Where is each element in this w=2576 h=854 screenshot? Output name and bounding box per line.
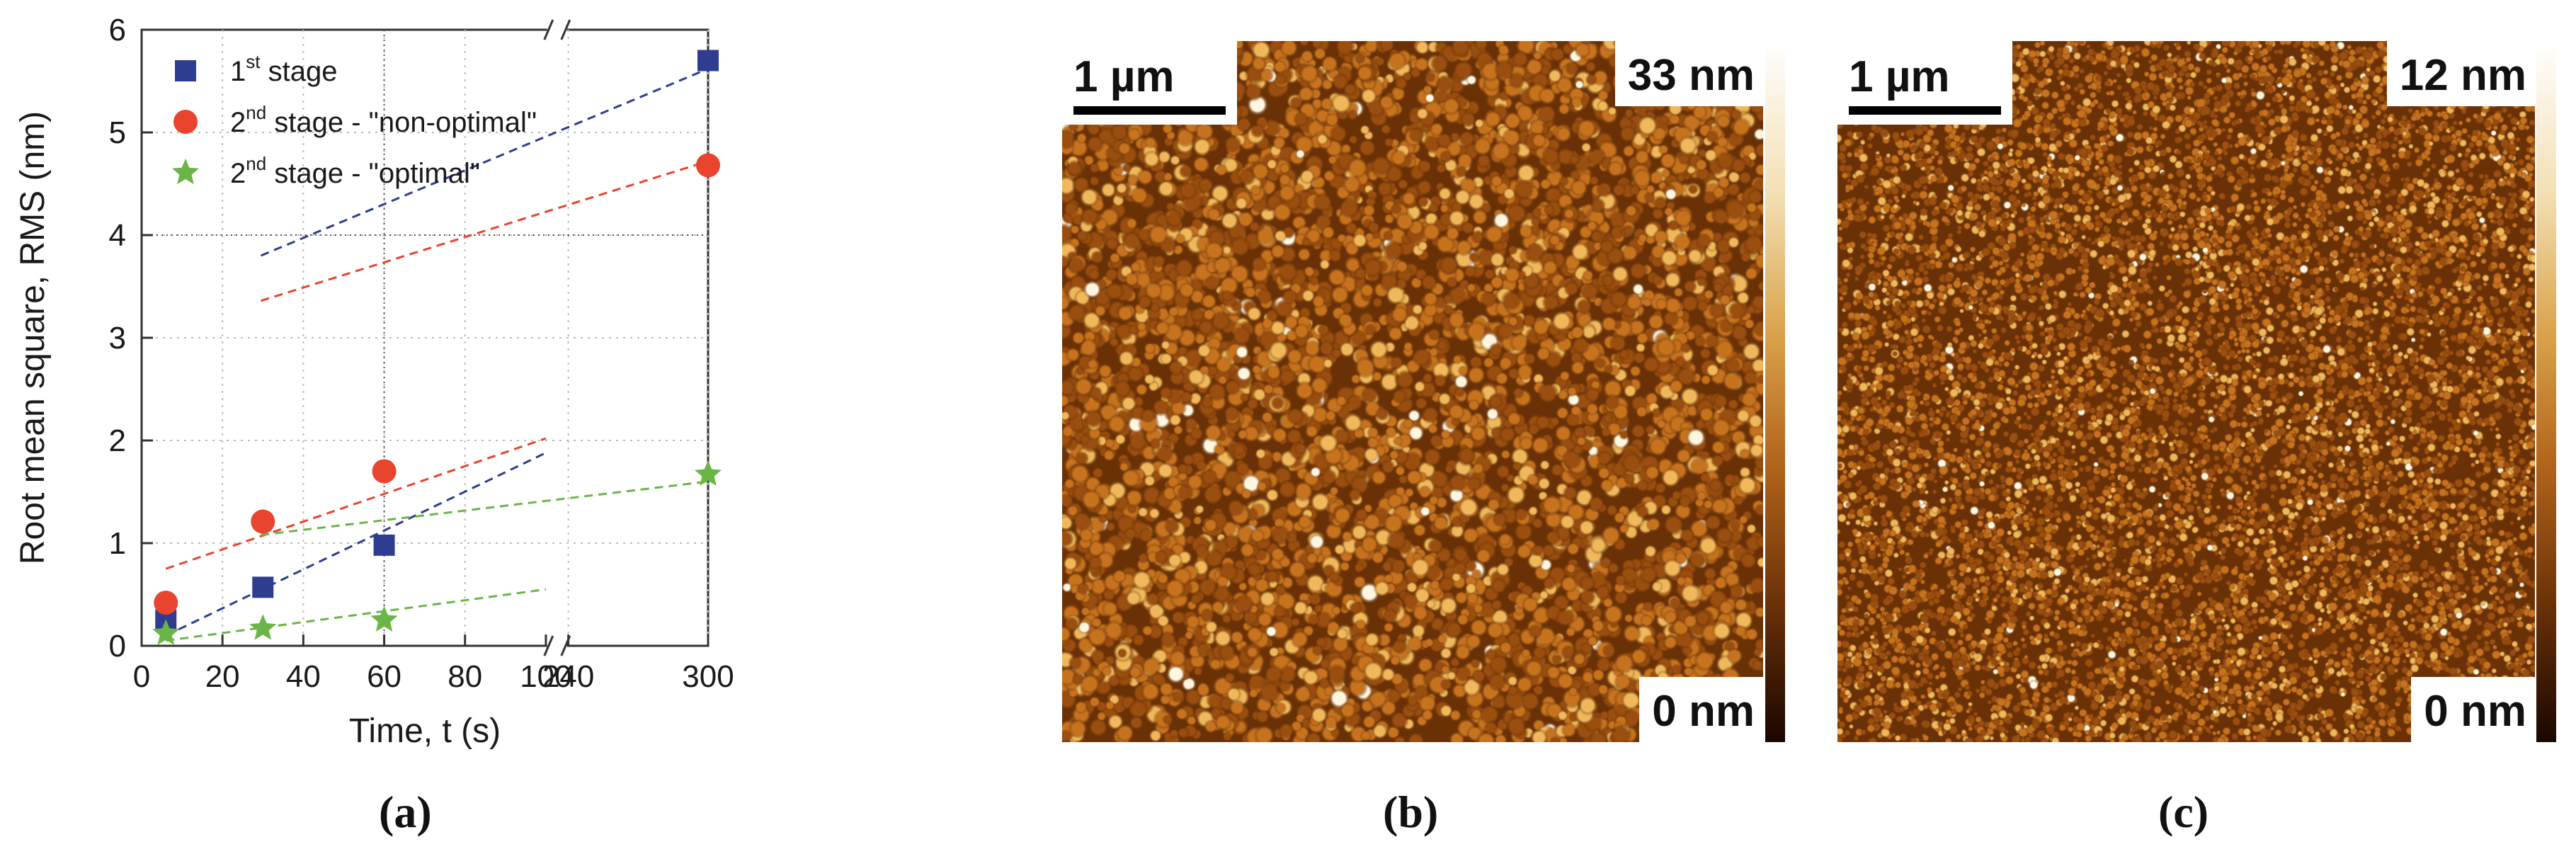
data-point (152, 619, 180, 645)
colorbar-c (2536, 41, 2556, 742)
scale-bar-line-c (1849, 106, 2001, 115)
y-tick-label: 3 (109, 321, 126, 355)
data-point (373, 534, 395, 556)
x-tick-label: 40 (286, 659, 321, 694)
data-point (372, 459, 397, 484)
data-point (697, 50, 719, 72)
panel-label-a: (a) (379, 787, 432, 837)
trend-line (165, 437, 547, 570)
legend-marker (172, 159, 199, 185)
axis-break-gap (547, 639, 567, 653)
max-height-label-c: 12 nm (2386, 41, 2535, 106)
data-point (251, 509, 275, 534)
y-tick-label: 0 (109, 629, 126, 664)
panel-label-b: (b) (1383, 787, 1439, 837)
scale-bar-line-b (1073, 106, 1226, 115)
x-tick-label: 20 (205, 659, 240, 694)
y-axis-label: Root mean square, RMS (nm) (14, 111, 52, 564)
legend: 1st stage 2nd stage - "non-optimal" 2nd st… (172, 51, 537, 189)
x-tick-label: 80 (448, 659, 482, 694)
trend-line (165, 452, 547, 637)
data-points (152, 50, 722, 645)
min-height-label-c: 0 nm (2411, 677, 2535, 742)
trend-lines (165, 67, 709, 642)
legend-label: 1st stage (230, 51, 337, 87)
y-tick-label: 5 (109, 115, 126, 150)
x-tick-label: 300 (682, 659, 734, 694)
legend-label: 2nd stage - "optimal" (230, 153, 480, 189)
axis-break-gap (547, 23, 567, 37)
trend-line (261, 160, 709, 302)
legend-marker (173, 110, 198, 134)
data-point (249, 614, 277, 640)
axis-break-mark (560, 635, 571, 656)
max-height-label-b: 33 nm (1614, 41, 1763, 106)
x-axis-label: Time, t (s) (349, 712, 501, 750)
y-tick-label: 1 (109, 526, 126, 561)
x-tick-label: 0 (133, 659, 150, 694)
legend-label: 2nd stage - "non-optimal" (230, 102, 537, 138)
axis-break-mark (560, 19, 571, 40)
axis-break-mark (543, 19, 554, 40)
y-tick-label: 2 (109, 423, 126, 458)
x-tick-label: 240 (542, 659, 594, 694)
min-height-label-b: 0 nm (1639, 677, 1763, 742)
afm-texture-b (1062, 41, 1763, 742)
panel-label-c: (c) (2158, 787, 2209, 837)
data-point (252, 576, 274, 598)
data-point (696, 153, 720, 178)
afm-image-b: 1 µm 33 nm 0 nm (1062, 41, 1763, 742)
trend-line (261, 480, 709, 536)
legend-marker (175, 60, 196, 81)
data-point (695, 460, 722, 486)
y-tick-label: 4 (109, 218, 126, 253)
trend-line (260, 67, 709, 257)
y-tick-label: 6 (109, 13, 126, 47)
data-point (154, 591, 178, 615)
colorbar-b (1765, 41, 1785, 742)
afm-image-c: 1 µm 12 nm 0 nm (1837, 41, 2535, 742)
scale-bar-label-b: 1 µm (1073, 52, 1175, 101)
grid (142, 30, 709, 646)
x-tick-label: 60 (367, 659, 401, 694)
scale-bar-c: 1 µm (1837, 41, 2012, 125)
afm-texture-c (1837, 41, 2535, 742)
scale-bar-b: 1 µm (1062, 41, 1237, 125)
axis-break-mark (543, 635, 554, 656)
x-tick-label: 100 (520, 659, 571, 694)
trend-line (166, 588, 547, 642)
scale-bar-label-c: 1 µm (1849, 52, 1950, 101)
data-point (370, 605, 398, 632)
